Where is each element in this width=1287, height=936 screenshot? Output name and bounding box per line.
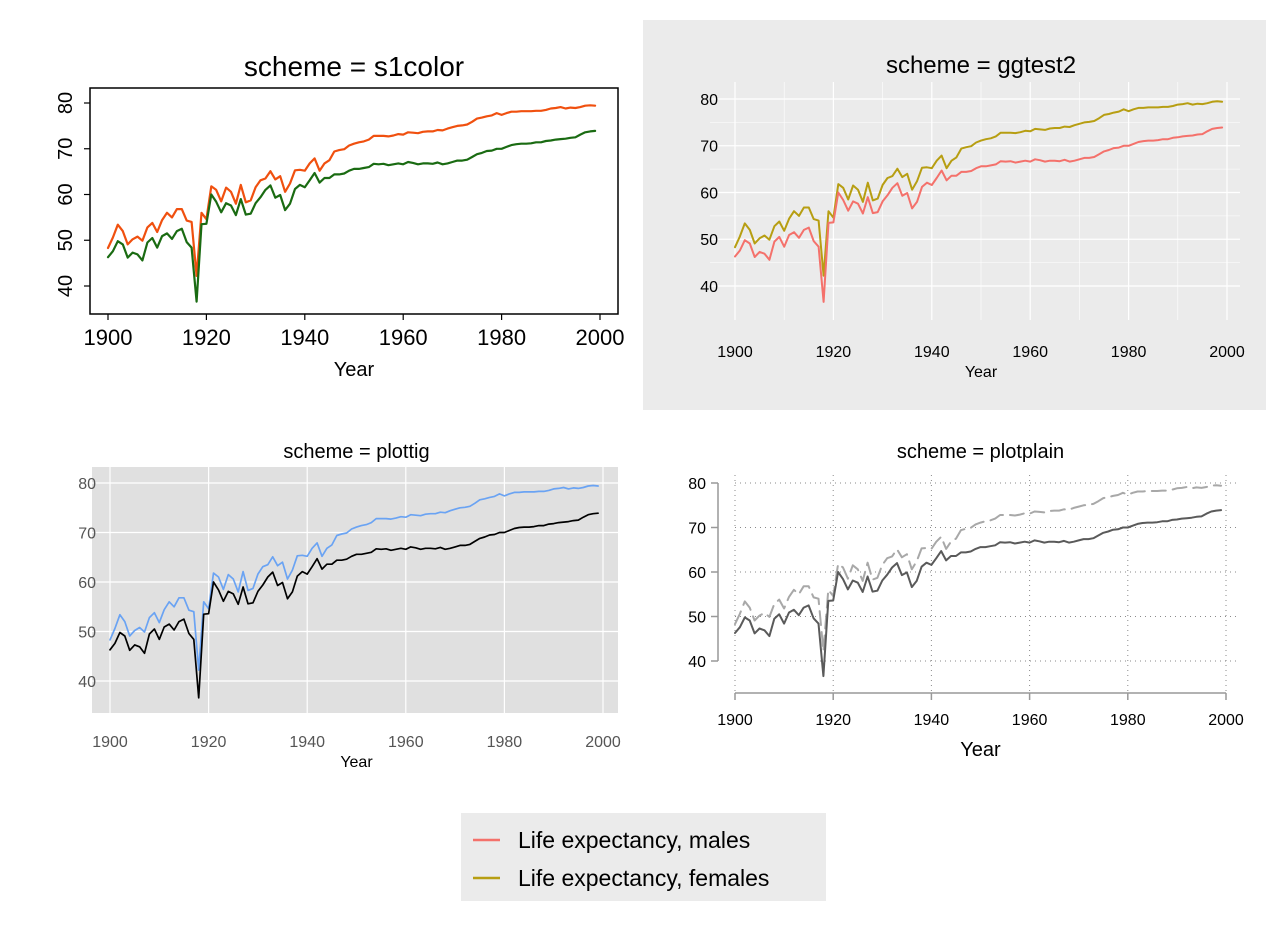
x-tick-label: 1960 bbox=[379, 325, 428, 350]
y-tick-label: 60 bbox=[55, 183, 77, 205]
y-tick-label: 80 bbox=[700, 92, 718, 109]
panel-background bbox=[643, 20, 1266, 410]
y-tick-label: 60 bbox=[700, 185, 718, 202]
x-tick-label: 1960 bbox=[1012, 712, 1048, 729]
y-tick-label: 40 bbox=[55, 275, 77, 297]
chart-title: scheme = plotplain bbox=[897, 441, 1064, 463]
x-tick-label: 1980 bbox=[1111, 344, 1147, 361]
x-axis-title: Year bbox=[334, 359, 375, 381]
chart-panel-plottig: scheme = plottig 1900 1920 1940 1960 1980 2000… bbox=[78, 441, 621, 771]
chart-title: scheme = ggtest2 bbox=[886, 52, 1076, 79]
x-tick-label: 1940 bbox=[914, 344, 950, 361]
y-tick-label: 80 bbox=[78, 476, 96, 493]
x-tick-label: 1900 bbox=[717, 344, 753, 361]
x-tick-label: 2000 bbox=[1209, 344, 1245, 361]
y-tick-label: 70 bbox=[700, 139, 718, 156]
series-line-females bbox=[734, 484, 1223, 653]
x-axis-title: Year bbox=[960, 739, 1001, 761]
x-axis-title: Year bbox=[340, 754, 373, 771]
legend: Life expectancy, males Life expectancy, f… bbox=[461, 813, 826, 901]
x-tick-label: 1960 bbox=[388, 734, 424, 751]
legend-label: Life expectancy, males bbox=[518, 827, 750, 853]
y-tick-label: 70 bbox=[55, 138, 77, 160]
plot-background bbox=[92, 467, 618, 713]
legend-label: Life expectancy, females bbox=[518, 865, 769, 891]
y-tick-label: 60 bbox=[78, 575, 96, 592]
x-tick-label: 1920 bbox=[191, 734, 227, 751]
series-line-males bbox=[734, 126, 1224, 303]
x-tick-label: 1940 bbox=[914, 712, 950, 729]
x-tick-label: 1980 bbox=[487, 734, 523, 751]
y-tick-label: 40 bbox=[688, 654, 706, 671]
series-line-males bbox=[106, 129, 597, 303]
x-tick-label: 2000 bbox=[576, 325, 625, 350]
chart-title: scheme = s1color bbox=[244, 51, 464, 82]
plot-frame bbox=[89, 87, 619, 315]
x-tick-label: 1920 bbox=[816, 344, 852, 361]
y-tick-label: 50 bbox=[78, 624, 96, 641]
x-tick-label: 1980 bbox=[477, 325, 526, 350]
x-tick-label: 1920 bbox=[815, 712, 851, 729]
y-tick-label: 70 bbox=[78, 525, 96, 542]
series-line-females bbox=[109, 484, 599, 671]
x-tick-label: 2000 bbox=[585, 734, 621, 751]
x-axis-title: Year bbox=[965, 364, 998, 381]
x-tick-label: 1940 bbox=[289, 734, 325, 751]
y-tick-label: 60 bbox=[688, 565, 706, 582]
y-tick-label: 50 bbox=[688, 609, 706, 626]
legend-background bbox=[461, 813, 826, 901]
x-tick-label: 1900 bbox=[717, 712, 753, 729]
y-tick-label: 80 bbox=[55, 92, 77, 114]
x-tick-label: 1960 bbox=[1012, 344, 1048, 361]
chart-title: scheme = plottig bbox=[283, 441, 429, 463]
y-tick-label: 50 bbox=[55, 229, 77, 251]
x-tick-label: 1920 bbox=[182, 325, 231, 350]
chart-panel-s1color: scheme = s1color 1900 1920 1940 1960 1980 2000… bbox=[55, 51, 624, 381]
y-tick-label: 40 bbox=[78, 674, 96, 691]
series-line-males bbox=[734, 509, 1223, 678]
series-line-females bbox=[106, 104, 597, 277]
x-tick-label: 1900 bbox=[84, 325, 133, 350]
x-tick-label: 1980 bbox=[1110, 712, 1146, 729]
y-tick-label: 50 bbox=[700, 232, 718, 249]
y-tick-label: 70 bbox=[688, 520, 706, 537]
x-tick-label: 2000 bbox=[1208, 712, 1244, 729]
y-tick-label: 80 bbox=[688, 476, 706, 493]
series-line-males bbox=[109, 512, 599, 699]
x-tick-label: 1940 bbox=[280, 325, 329, 350]
chart-panel-ggtest2: scheme = ggtest2 1900 1920 1940 1960 1980 2000… bbox=[643, 20, 1266, 410]
series-line-females bbox=[734, 100, 1224, 277]
x-tick-label: 1900 bbox=[92, 734, 128, 751]
chart-panel-plotplain: scheme = plotplain 1900 1920 1940 1960 1980 20… bbox=[688, 441, 1244, 761]
y-tick-label: 40 bbox=[700, 279, 718, 296]
